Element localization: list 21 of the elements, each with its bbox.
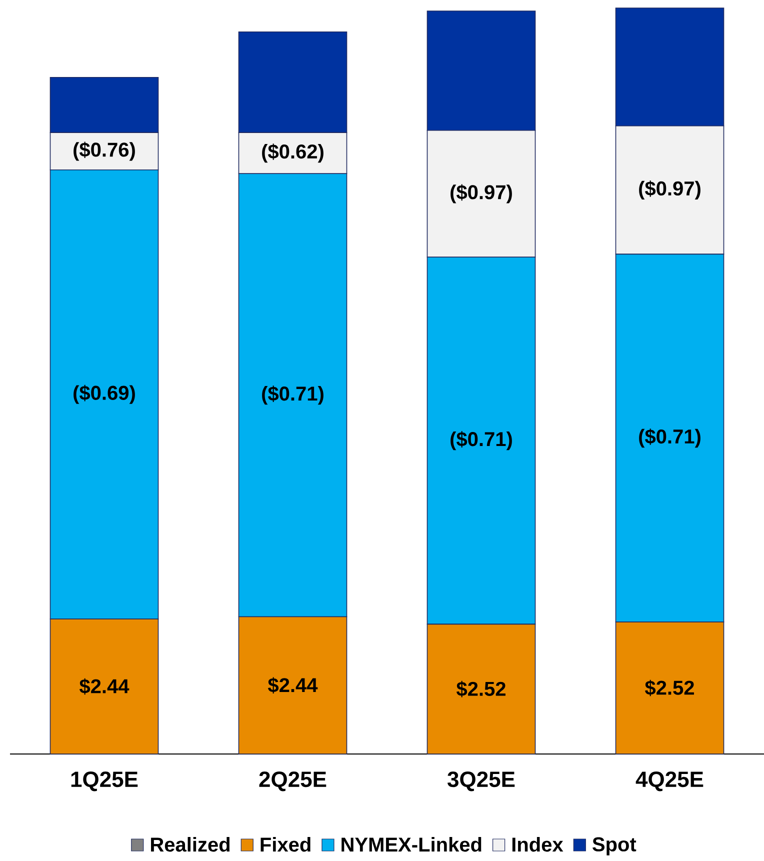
annotation: ($0.71) [639,428,700,448]
annotation: ($0.69) [74,384,135,404]
annotation: $2.52 [456,680,506,698]
legend-label: NYMEX-Linked [342,837,482,852]
annotation: $2.52 [644,680,694,696]
x-tick-label: 4Q25E [636,772,704,792]
annotation: ($0.97) [639,180,700,200]
annotation: $2.44 [79,678,130,695]
x-tick-label: 1Q25E [71,772,138,792]
annotation: ($0.76) [74,142,135,161]
x-tick-label: 2Q25E [259,772,326,792]
annotation: ($0.71) [450,431,512,450]
annotation: ($0.62) [262,144,324,163]
annotation: $2.44 [268,677,318,694]
legend-label: Spot [592,837,636,856]
x-tick-label: 3Q25E [448,772,515,792]
legend-label: Realized [151,837,230,852]
annotation: ($0.97) [450,184,512,204]
annotation: ($0.71) [262,386,324,405]
legend-label: Fixed [260,837,310,852]
legend-label: Index [512,837,564,852]
